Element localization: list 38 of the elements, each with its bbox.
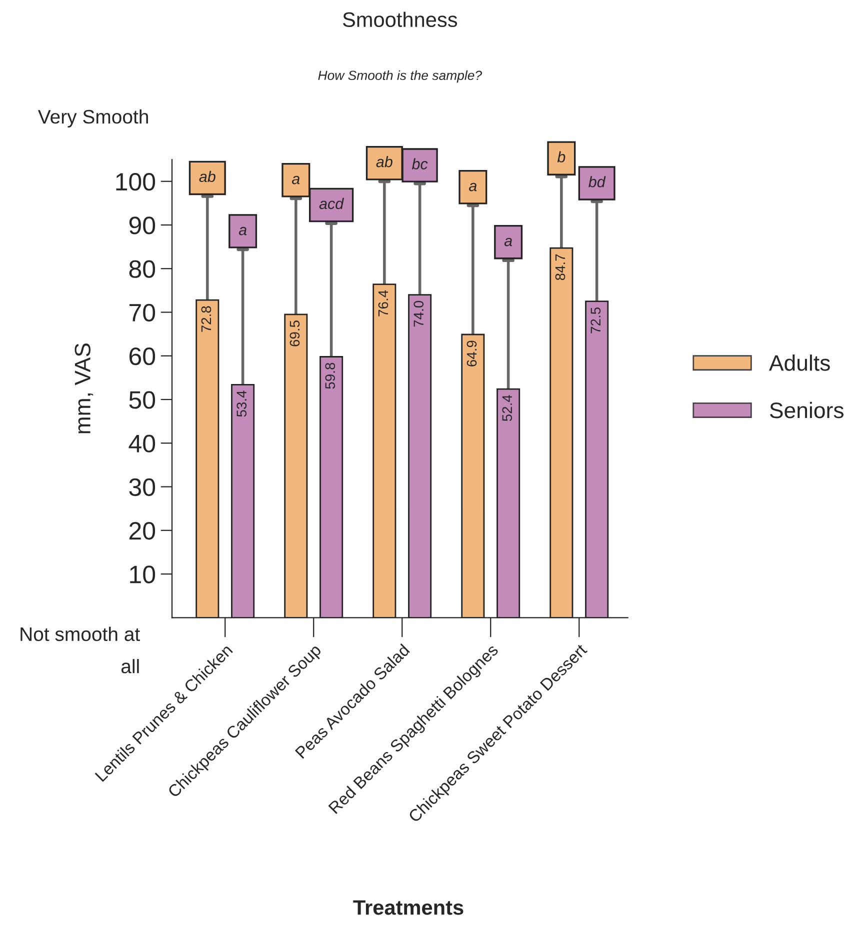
chart-title: Smoothness (342, 12, 458, 28)
y-tick-label: 30 (129, 478, 156, 496)
data-label: 53.4 (236, 390, 247, 417)
annotation: a (292, 176, 300, 184)
data-label: 69.5 (290, 320, 300, 346)
annotation: a (238, 226, 247, 236)
data-label: 59.8 (325, 362, 336, 389)
y-tick-label: 70 (130, 304, 156, 322)
annotation: ab (199, 170, 216, 182)
data-label: 72.8 (201, 306, 212, 332)
data-label: 74.0 (414, 300, 424, 327)
annotation: bc (412, 158, 428, 170)
legend-label: Seniors (770, 402, 844, 418)
y-tick-label: 90 (129, 216, 156, 234)
data-label: 76.4 (378, 290, 388, 316)
annotation: bd (588, 176, 606, 188)
annotation: ab (376, 156, 392, 168)
text: Not smooth at all (20, 626, 140, 674)
annotation: a (504, 238, 512, 246)
x-axis-title: Treatments (353, 900, 464, 915)
data-label: 84.7 (555, 254, 566, 280)
legend-label: Adults (768, 354, 830, 371)
y-tick-label: 100 (116, 172, 156, 191)
chart-subtitle: How Smooth is the sample? (318, 70, 482, 83)
y-tick-label: 40 (128, 434, 156, 452)
y-axis-title: mm, VAS (74, 344, 94, 434)
y-tick-label: 60 (129, 347, 156, 366)
data-label: 72.5 (590, 307, 601, 334)
y-tick-label: 10 (130, 566, 156, 584)
data-label: 52.4 (502, 394, 512, 422)
text: Very Smooth (38, 109, 148, 128)
annotation: acd (319, 198, 344, 210)
y-tick-label: 50 (129, 391, 156, 409)
y-tick-label: 80 (129, 260, 156, 278)
annotation: b (557, 151, 566, 162)
data-label: 64.9 (466, 340, 477, 366)
y-tick-label: 20 (129, 522, 156, 540)
annotation: a (469, 182, 477, 192)
